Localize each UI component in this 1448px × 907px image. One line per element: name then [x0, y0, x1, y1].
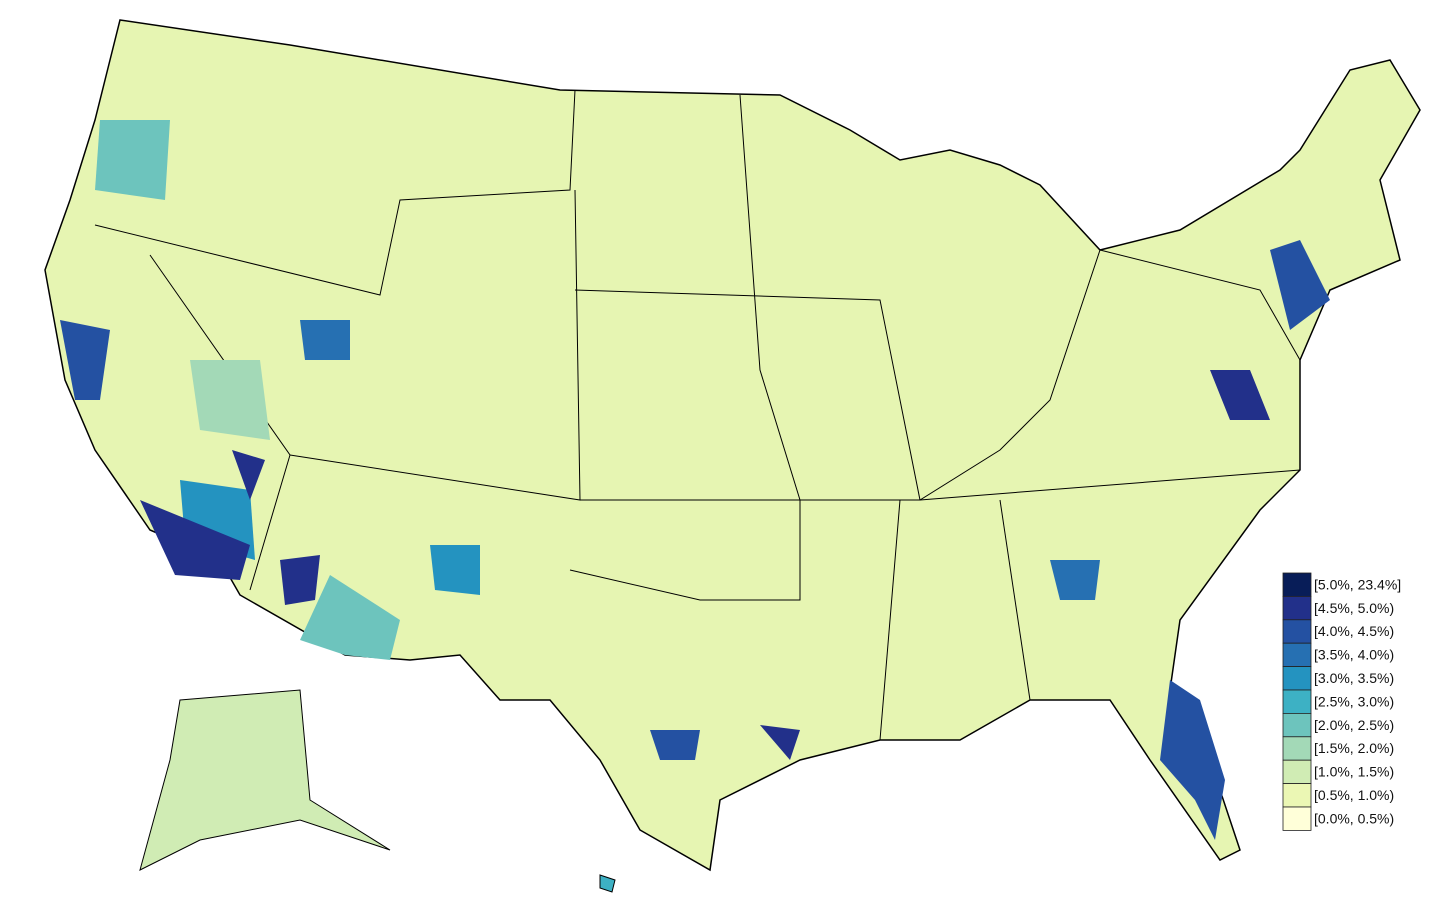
region [95, 120, 170, 200]
border [1099, 249, 1301, 361]
border [574, 289, 921, 501]
border [879, 499, 901, 741]
legend-label: [3.5%, 4.0%) [1314, 647, 1394, 663]
state-borders [94, 89, 1301, 741]
contiguous-us [44, 19, 1421, 872]
region [300, 320, 350, 360]
region [300, 575, 400, 660]
legend-label: [2.5%, 3.0%) [1314, 693, 1394, 709]
region [650, 730, 700, 760]
legend-swatch [1282, 666, 1312, 691]
legend-label: [0.0%, 0.5%) [1314, 810, 1394, 826]
legend-swatch [1282, 619, 1312, 644]
legend-swatch [1282, 572, 1312, 597]
region [280, 555, 320, 605]
region [1210, 370, 1270, 420]
legend-swatch [1282, 713, 1312, 738]
legend-swatch [1282, 642, 1312, 668]
alaska [139, 689, 391, 871]
legend-label: [1.0%, 1.5%) [1314, 764, 1394, 780]
region [430, 545, 480, 595]
region [760, 725, 800, 760]
legend-swatch [1282, 596, 1312, 621]
hawaii [599, 874, 616, 893]
legend-swatch [1282, 736, 1312, 761]
region [140, 500, 250, 580]
region [1160, 680, 1225, 840]
county-highlights [60, 120, 1330, 840]
region [190, 360, 270, 440]
legend-label: [4.0%, 4.5%) [1314, 623, 1394, 639]
legend-label: [1.5%, 2.0%) [1314, 740, 1394, 756]
region [1270, 240, 1330, 330]
border [999, 499, 1031, 701]
border [569, 499, 801, 601]
legend-swatch [1282, 759, 1312, 785]
region [60, 320, 110, 400]
border [94, 89, 576, 296]
region [232, 450, 265, 500]
legend-swatch [1282, 689, 1312, 714]
legend-label: [2.0%, 2.5%) [1314, 717, 1394, 733]
legend-label: [0.5%, 1.0%) [1314, 787, 1394, 803]
region [1050, 560, 1100, 600]
legend-swatch [1282, 806, 1312, 831]
legend-swatch [1282, 783, 1312, 808]
legend-label: [4.5%, 5.0%) [1314, 600, 1394, 616]
legend-label: [3.0%, 3.5%) [1314, 670, 1394, 686]
legend: [5.0%, 23.4%] [4.5%, 5.0%) [4.0%, 4.5%) [3.… [1282, 572, 1401, 831]
legend-label: [5.0%, 23.4%] [1314, 576, 1401, 592]
border [919, 469, 1301, 501]
